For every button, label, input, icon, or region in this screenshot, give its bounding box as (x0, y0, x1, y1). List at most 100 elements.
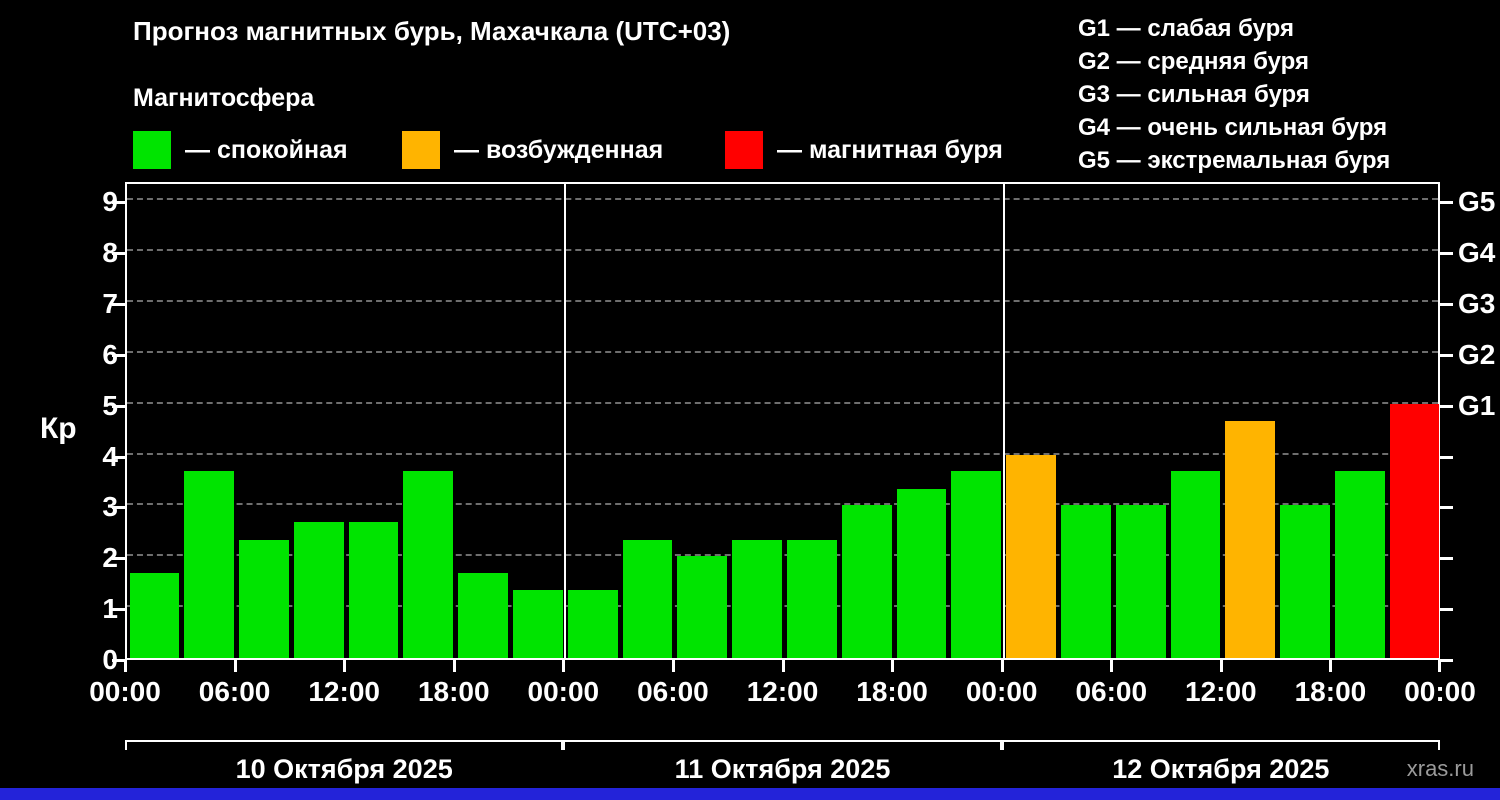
x-tick-label: 00:00 (1404, 676, 1476, 707)
x-tick-mark (781, 660, 785, 672)
gridline-kp-6 (127, 350, 1438, 353)
x-tick-label: 00:00 (965, 676, 1038, 707)
legend-item-storm: — магнитная буря (725, 131, 1003, 169)
y-tick-mark-right (1440, 659, 1453, 662)
y-tick-mark-right (1440, 506, 1453, 510)
y-tick-mark-right (1440, 455, 1453, 459)
day-bracket (125, 740, 564, 750)
y-tick-mark-left (112, 557, 125, 561)
x-tick-label: 06:00 (198, 676, 271, 707)
y-tick-label-8: 8 (102, 237, 118, 269)
day-separator (1002, 184, 1005, 658)
x-tick-mark (1110, 660, 1114, 672)
y-tick-mark-left (112, 303, 125, 307)
y-tick-label-7: 7 (102, 288, 118, 320)
y-tick-mark-left (112, 404, 125, 408)
kp-bar (1115, 505, 1166, 658)
legend-swatch-storm (725, 131, 763, 169)
x-tick-label: 12:00 (1185, 676, 1257, 707)
legend-label-storm: — магнитная буря (777, 135, 1003, 164)
watermark: xras.ru (1406, 756, 1474, 781)
x-tick-label: 06:00 (637, 676, 709, 707)
x-tick-mark (562, 660, 566, 672)
day-bracket (1001, 740, 1440, 750)
y-tick-mark-left (112, 252, 125, 256)
x-tick-mark (343, 660, 347, 672)
day-label: 11 Октября 2025 (674, 754, 891, 784)
legend-label-excited: — возбужденная (454, 135, 664, 164)
kp-bar (1060, 505, 1111, 658)
y-tick-mark-right (1440, 303, 1453, 307)
g-axis-label-g1: G1 (1458, 389, 1496, 421)
y-tick-label-1: 1 (102, 593, 118, 625)
x-tick-label: 00:00 (527, 676, 600, 707)
y-tick-mark-right (1440, 608, 1453, 612)
g-scale-legend: G1 — слабая буря G2 — средняя буря G3 — си… (1078, 12, 1390, 177)
gridline-kp-7 (127, 300, 1438, 303)
y-tick-label-2: 2 (102, 542, 118, 574)
day-label: 12 Октября 2025 (1112, 754, 1330, 784)
x-tick-mark (233, 660, 237, 672)
footer-bar (0, 788, 1500, 800)
kp-bar (951, 471, 1002, 658)
gridline-kp-2 (127, 554, 1438, 557)
y-tick-mark-right (1440, 404, 1453, 408)
kp-bar (129, 573, 180, 658)
y-tick-label-3: 3 (102, 491, 118, 523)
y-tick-mark-right (1440, 201, 1453, 205)
day-bracket (563, 740, 1002, 750)
magnetosphere-subtitle: Магнитосфера (133, 84, 315, 112)
kp-bar (1389, 403, 1440, 658)
kp-bar (787, 539, 837, 658)
g-legend-line-4: G4 — очень сильная буря (1078, 114, 1388, 141)
x-tick-mark (1329, 660, 1333, 672)
g-axis-label-g5: G5 (1458, 186, 1496, 218)
kp-bar (513, 590, 563, 658)
legend-swatch-quiet (133, 131, 171, 169)
kp-bar (293, 522, 344, 658)
x-tick-mark (671, 660, 675, 672)
kp-bar (239, 539, 289, 658)
legend-label-quiet: — спокойная (185, 135, 348, 164)
y-axis-label: Кр (40, 412, 77, 445)
kp-bar (1170, 471, 1221, 658)
g-axis-label-g3: G3 (1458, 288, 1496, 320)
y-tick-mark-left (112, 353, 125, 357)
legend-item-excited: — возбужденная (402, 131, 663, 169)
x-tick-label: 06:00 (1075, 676, 1148, 707)
y-tick-mark-right (1440, 557, 1453, 561)
gridline-kp-3 (127, 503, 1438, 506)
g-legend-line-3: G3 — сильная буря (1078, 81, 1310, 108)
kp-bar (896, 488, 947, 658)
kp-bar (841, 505, 892, 658)
y-tick-label-0: 0 (102, 644, 118, 675)
g-legend-line-1: G1 — слабая буря (1078, 15, 1295, 42)
kp-bar (1334, 471, 1385, 658)
x-tick-label: 00:00 (89, 676, 161, 707)
kp-bar (1225, 420, 1276, 658)
x-tick-label: 12:00 (746, 676, 819, 707)
gridline-kp-8 (127, 249, 1438, 252)
kp-bar (622, 539, 673, 658)
x-tick-mark (1438, 660, 1441, 672)
g-axis-label-g4: G4 (1458, 237, 1496, 269)
kp-bar (403, 471, 454, 658)
g-axis-label-g2: G2 (1458, 338, 1496, 370)
kp-bar (184, 471, 235, 658)
legend-item-quiet: — спокойная (133, 131, 348, 169)
x-tick-mark (452, 660, 456, 672)
y-tick-mark-left (112, 201, 125, 205)
kp-bar (458, 573, 509, 658)
x-tick-mark (891, 660, 895, 672)
y-tick-mark-left (112, 506, 125, 510)
x-tick-mark (124, 660, 127, 672)
legend-swatch-excited (402, 131, 440, 169)
y-tick-mark-left (112, 659, 125, 662)
kp-bar (1006, 454, 1056, 658)
y-tick-mark-left (112, 608, 125, 612)
x-tick-label: 12:00 (308, 676, 380, 707)
gridline-kp-1 (127, 605, 1438, 608)
page-title: Прогноз магнитных бурь, Махачкала (UTC+0… (133, 16, 731, 46)
y-tick-mark-right (1440, 252, 1453, 256)
